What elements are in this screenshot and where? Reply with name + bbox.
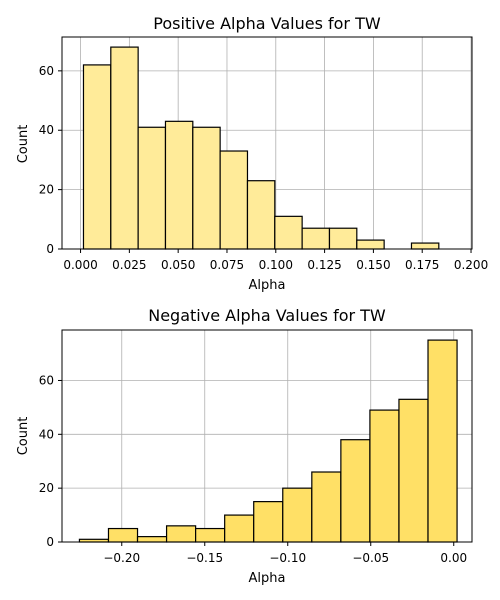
histogram-bar: [195, 527, 226, 543]
x-tick-label: 0.200: [454, 258, 488, 272]
histogram-bar: [369, 409, 400, 543]
x-axis-label: Alpha: [249, 278, 286, 293]
x-tick-label: 0.125: [307, 258, 341, 272]
histogram-bar: [246, 180, 276, 250]
plot-frame: [61, 329, 473, 543]
histogram-bar: [224, 514, 255, 543]
histogram-bar: [410, 242, 440, 250]
x-tick-label: 0.00: [440, 551, 467, 565]
chart-title: Negative Alpha Values for TW: [148, 306, 386, 325]
x-tick-label: 0.175: [405, 258, 439, 272]
x-tick-label: −0.15: [186, 551, 223, 565]
histogram-bar: [282, 487, 313, 543]
bars: [78, 339, 458, 543]
histogram-bar: [219, 150, 249, 250]
plot-frame: [61, 36, 473, 250]
x-tick-label: 0.050: [161, 258, 195, 272]
histogram-bar: [274, 215, 303, 250]
y-tick-label: 0: [46, 242, 54, 256]
histogram-bar: [164, 120, 194, 250]
x-tick-label: 0.100: [259, 258, 293, 272]
y-axis-label: Count: [16, 125, 31, 164]
histogram-bar: [311, 471, 342, 543]
y-tick-label: 0: [46, 535, 54, 549]
bars: [82, 46, 440, 250]
x-tick-label: −0.05: [352, 551, 389, 565]
x-tick-label: 0.075: [210, 258, 244, 272]
histogram-bar: [301, 227, 331, 250]
y-tick-label: 60: [39, 64, 54, 78]
x-axis-label: Alpha: [249, 571, 286, 586]
x-tick-label: 0.150: [356, 258, 390, 272]
y-axis-label: Count: [16, 417, 31, 456]
histogram-bar: [328, 227, 358, 250]
x-tick-label: −0.20: [103, 551, 140, 565]
x-tick-label: 0.000: [63, 258, 97, 272]
histogram-bar: [253, 501, 284, 543]
x-tick-label: −0.10: [269, 551, 306, 565]
histogram-bar: [137, 126, 167, 250]
y-tick-label: 20: [39, 183, 54, 197]
histogram-bar: [165, 525, 197, 543]
histogram-bar: [82, 64, 112, 250]
y-tick-label: 60: [39, 373, 54, 387]
y-tick-label: 40: [39, 123, 54, 137]
x-tick-label: 0.025: [112, 258, 146, 272]
positive-alpha-chart: Positive Alpha Values for TW Alpha Count…: [16, 14, 488, 293]
y-tick-label: 40: [39, 427, 54, 441]
histogram-bar: [356, 239, 385, 250]
histogram-bar: [107, 527, 139, 543]
histogram-bar: [340, 439, 371, 543]
histogram-bar: [427, 339, 458, 543]
histogram-bar: [398, 398, 429, 543]
y-tick-label: 20: [39, 481, 54, 495]
negative-alpha-chart: Negative Alpha Values for TW Alpha Count…: [16, 306, 473, 586]
histogram-bar: [192, 126, 221, 250]
histogram-bar: [136, 536, 168, 543]
histogram-bar: [110, 46, 139, 250]
chart-title: Positive Alpha Values for TW: [153, 14, 381, 33]
